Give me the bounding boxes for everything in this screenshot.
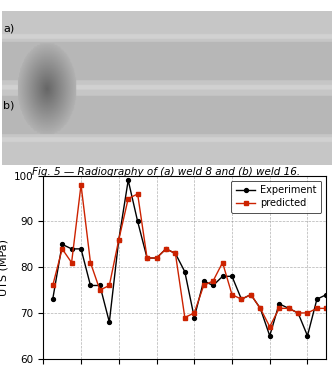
Experiment <box>305 334 309 338</box>
predicted <box>239 297 243 301</box>
Experiment <box>324 292 328 297</box>
predicted <box>107 283 111 288</box>
predicted <box>79 183 83 187</box>
Legend: Experiment, predicted: Experiment, predicted <box>231 180 321 213</box>
predicted <box>296 311 300 315</box>
predicted <box>220 261 224 265</box>
Experiment <box>202 279 206 283</box>
Text: b): b) <box>3 100 15 110</box>
Experiment <box>230 274 234 279</box>
Experiment <box>277 302 281 306</box>
Text: Fig. 5 — Radiography of (a) weld 8 and (b) weld 16.: Fig. 5 — Radiography of (a) weld 8 and (… <box>32 167 301 177</box>
predicted <box>164 247 168 251</box>
predicted <box>258 306 262 310</box>
Experiment <box>239 297 243 301</box>
Experiment <box>192 315 196 320</box>
Experiment <box>79 247 83 251</box>
predicted <box>202 283 206 288</box>
predicted <box>60 247 64 251</box>
Experiment <box>220 274 224 279</box>
Experiment <box>211 283 215 288</box>
predicted <box>98 288 102 292</box>
predicted <box>117 238 121 242</box>
Experiment <box>249 292 253 297</box>
Experiment <box>107 320 111 324</box>
Experiment <box>117 238 121 242</box>
Experiment <box>183 269 187 274</box>
Text: a): a) <box>3 23 15 33</box>
predicted <box>277 306 281 310</box>
predicted <box>315 306 319 310</box>
predicted <box>173 251 177 255</box>
predicted <box>249 292 253 297</box>
predicted <box>305 311 309 315</box>
Y-axis label: UTS (MPa): UTS (MPa) <box>0 239 8 296</box>
Experiment <box>126 178 130 182</box>
predicted <box>126 196 130 201</box>
Line: predicted: predicted <box>51 183 328 329</box>
predicted <box>230 292 234 297</box>
predicted <box>287 306 291 310</box>
Experiment <box>60 242 64 247</box>
predicted <box>145 256 149 260</box>
Experiment <box>51 297 55 301</box>
predicted <box>268 324 272 329</box>
predicted <box>324 306 328 310</box>
Experiment <box>145 256 149 260</box>
Experiment <box>173 251 177 255</box>
predicted <box>136 192 140 196</box>
Experiment <box>287 306 291 310</box>
Experiment <box>89 283 93 288</box>
Experiment <box>98 283 102 288</box>
predicted <box>192 311 196 315</box>
Experiment <box>296 311 300 315</box>
Line: Experiment: Experiment <box>51 178 328 338</box>
predicted <box>70 261 74 265</box>
Experiment <box>258 306 262 310</box>
predicted <box>51 283 55 288</box>
Experiment <box>315 297 319 301</box>
Experiment <box>70 247 74 251</box>
Experiment <box>268 334 272 338</box>
Experiment <box>164 247 168 251</box>
predicted <box>155 256 159 260</box>
predicted <box>89 261 93 265</box>
predicted <box>211 279 215 283</box>
predicted <box>183 315 187 320</box>
Experiment <box>136 219 140 224</box>
Experiment <box>155 256 159 260</box>
